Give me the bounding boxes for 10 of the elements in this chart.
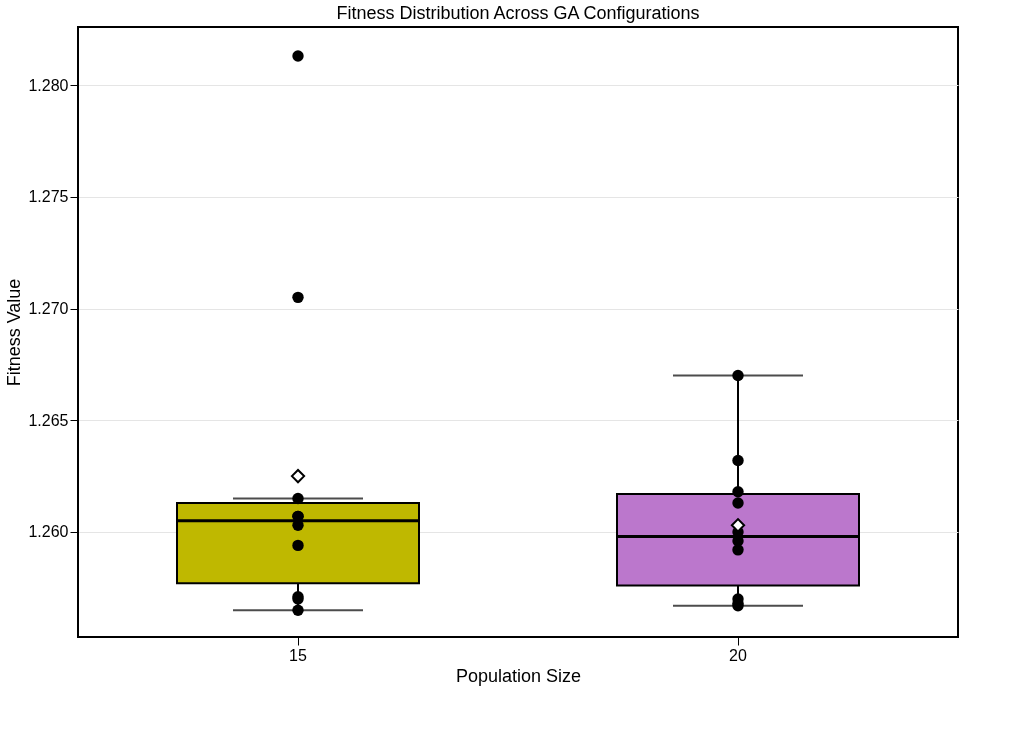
y-tick-label: 1.280: [28, 76, 69, 94]
y-tick-label: 1.265: [28, 411, 69, 429]
y-tick-label: 1.270: [28, 300, 69, 318]
y-tick-label: 1.260: [28, 523, 69, 541]
x-axis-title: Population Size: [455, 665, 582, 686]
y-axis-title: Fitness Value: [4, 278, 25, 387]
chart-title: Fitness Distribution Across GA Configurations: [336, 3, 700, 23]
y-tick-label: 1.275: [28, 188, 69, 206]
x-tick-label: 15: [289, 646, 307, 664]
x-tick-label: 20: [729, 646, 747, 664]
